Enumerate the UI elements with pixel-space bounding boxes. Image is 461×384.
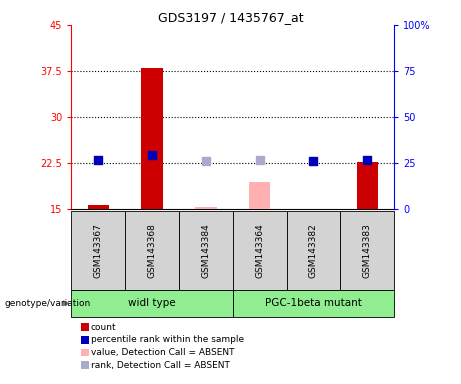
Bar — [303, 209, 324, 210]
Text: GSM143367: GSM143367 — [94, 223, 103, 278]
Bar — [249, 182, 271, 209]
Text: genotype/variation: genotype/variation — [5, 299, 91, 308]
Text: GSM143368: GSM143368 — [148, 223, 157, 278]
FancyBboxPatch shape — [71, 211, 125, 290]
Bar — [356, 162, 378, 209]
Point — [148, 152, 156, 158]
Bar — [88, 205, 109, 209]
FancyBboxPatch shape — [71, 290, 233, 317]
Text: GSM143382: GSM143382 — [309, 223, 318, 278]
FancyBboxPatch shape — [340, 211, 394, 290]
Text: rank, Detection Call = ABSENT: rank, Detection Call = ABSENT — [91, 361, 230, 370]
Text: count: count — [91, 323, 117, 332]
FancyBboxPatch shape — [233, 211, 287, 290]
Bar — [195, 207, 217, 209]
FancyBboxPatch shape — [179, 211, 233, 290]
Text: value, Detection Call = ABSENT: value, Detection Call = ABSENT — [91, 348, 234, 357]
Text: GDS3197 / 1435767_at: GDS3197 / 1435767_at — [158, 12, 303, 25]
FancyBboxPatch shape — [287, 211, 340, 290]
Bar — [81, 349, 89, 356]
Point — [364, 156, 371, 162]
Text: GSM143364: GSM143364 — [255, 223, 264, 278]
Point — [202, 158, 210, 164]
Point — [310, 158, 317, 164]
FancyBboxPatch shape — [125, 211, 179, 290]
Bar — [81, 336, 89, 344]
Text: percentile rank within the sample: percentile rank within the sample — [91, 335, 244, 344]
Text: widl type: widl type — [128, 298, 176, 308]
Bar — [81, 361, 89, 369]
FancyBboxPatch shape — [233, 290, 394, 317]
Text: GSM143384: GSM143384 — [201, 223, 210, 278]
Text: PGC-1beta mutant: PGC-1beta mutant — [265, 298, 362, 308]
Point — [95, 156, 102, 162]
Bar — [142, 68, 163, 209]
Text: GSM143383: GSM143383 — [363, 223, 372, 278]
Point — [256, 156, 263, 162]
Bar — [81, 323, 89, 331]
